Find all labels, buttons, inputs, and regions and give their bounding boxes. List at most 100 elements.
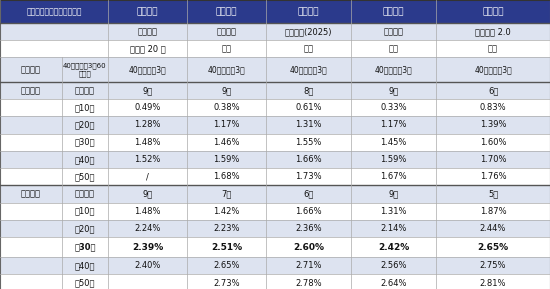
Text: 40岁男，交3年60
岁领取: 40岁男，交3年60 岁领取 — [63, 62, 107, 77]
Text: 1.46%: 1.46% — [213, 138, 240, 147]
Text: 国弘一号: 国弘一号 — [216, 27, 236, 36]
Text: 回本时间: 回本时间 — [75, 190, 95, 199]
Text: 1.67%: 1.67% — [380, 172, 407, 181]
Bar — [0, 237, 62, 257]
Bar — [62, 99, 108, 116]
Bar — [0, 82, 62, 99]
Bar — [0, 0, 108, 23]
Text: 1.66%: 1.66% — [295, 155, 322, 164]
Text: 9年: 9年 — [388, 86, 399, 95]
Bar — [0, 116, 62, 134]
Text: 回本时间: 回本时间 — [75, 86, 95, 95]
Bar — [187, 23, 266, 40]
Text: 1.55%: 1.55% — [295, 138, 321, 147]
Text: 7年: 7年 — [221, 190, 232, 199]
Text: 9年: 9年 — [142, 190, 153, 199]
Text: 1.66%: 1.66% — [295, 207, 322, 216]
Bar — [351, 116, 436, 134]
Bar — [108, 0, 187, 23]
Text: 第20年: 第20年 — [75, 224, 95, 233]
Text: 2.40%: 2.40% — [135, 261, 161, 270]
Bar — [266, 134, 351, 151]
Bar — [436, 257, 550, 275]
Text: 第10年: 第10年 — [75, 207, 95, 216]
Bar — [436, 134, 550, 151]
Text: 1.28%: 1.28% — [134, 121, 161, 129]
Bar — [266, 185, 351, 203]
Text: 1.87%: 1.87% — [480, 207, 507, 216]
Text: 终身: 终身 — [221, 44, 232, 53]
Text: 2.64%: 2.64% — [380, 279, 407, 288]
Bar — [108, 134, 187, 151]
Text: 1.31%: 1.31% — [380, 207, 407, 216]
Bar — [108, 23, 187, 40]
Bar — [266, 116, 351, 134]
Text: 2.56%: 2.56% — [380, 261, 407, 270]
Bar — [266, 82, 351, 99]
Bar — [436, 116, 550, 134]
Text: 1.73%: 1.73% — [295, 172, 322, 181]
Text: 第50年: 第50年 — [75, 279, 95, 288]
Text: 第50年: 第50年 — [75, 172, 95, 181]
Bar — [187, 185, 266, 203]
Text: 终身: 终身 — [303, 44, 313, 53]
Text: 保险公司产品名称保障期限: 保险公司产品名称保障期限 — [26, 7, 82, 16]
Bar — [351, 203, 436, 220]
Text: 第20年: 第20年 — [75, 121, 95, 129]
Bar — [62, 134, 108, 151]
Bar — [266, 220, 351, 237]
Text: 第10年: 第10年 — [75, 103, 95, 112]
Text: 鑫丰世家: 鑫丰世家 — [383, 27, 404, 36]
Text: 中邮人寿: 中邮人寿 — [482, 7, 504, 16]
Text: 2.14%: 2.14% — [381, 224, 406, 233]
Bar — [0, 203, 62, 220]
Bar — [108, 82, 187, 99]
Bar — [266, 40, 351, 57]
Text: 1.60%: 1.60% — [480, 138, 507, 147]
Bar — [187, 40, 266, 57]
Bar — [187, 0, 266, 23]
Text: 1.52%: 1.52% — [135, 155, 161, 164]
Bar — [266, 203, 351, 220]
Text: 1.70%: 1.70% — [480, 155, 507, 164]
Text: 6年: 6年 — [303, 190, 313, 199]
Bar — [108, 203, 187, 220]
Bar — [266, 57, 351, 82]
Bar — [62, 275, 108, 289]
Text: 40岁男，交3年: 40岁男，交3年 — [129, 65, 167, 74]
Bar — [351, 82, 436, 99]
Bar — [62, 168, 108, 185]
Bar — [266, 257, 351, 275]
Bar — [351, 168, 436, 185]
Bar — [0, 185, 62, 203]
Bar — [0, 23, 108, 40]
Bar — [187, 257, 266, 275]
Text: 2.78%: 2.78% — [295, 279, 322, 288]
Bar — [62, 220, 108, 237]
Bar — [436, 168, 550, 185]
Text: 太平人寿: 太平人寿 — [216, 7, 237, 16]
Bar — [266, 275, 351, 289]
Bar — [436, 203, 550, 220]
Bar — [351, 134, 436, 151]
Text: 40岁男，交3年: 40岁男，交3年 — [375, 65, 412, 74]
Bar — [108, 220, 187, 237]
Bar — [266, 0, 351, 23]
Bar — [62, 203, 108, 220]
Bar — [351, 40, 436, 57]
Bar — [0, 257, 62, 275]
Text: 1.48%: 1.48% — [134, 138, 161, 147]
Text: 40岁男，交3年: 40岁男，交3年 — [289, 65, 327, 74]
Bar — [62, 82, 108, 99]
Bar — [187, 168, 266, 185]
Bar — [436, 275, 550, 289]
Bar — [351, 220, 436, 237]
Text: 鑫益丰年: 鑫益丰年 — [138, 27, 158, 36]
Text: 1.59%: 1.59% — [381, 155, 406, 164]
Bar — [0, 134, 62, 151]
Text: 1.48%: 1.48% — [134, 207, 161, 216]
Bar — [0, 220, 62, 237]
Text: 第30年: 第30年 — [74, 243, 96, 252]
Text: 1.68%: 1.68% — [213, 172, 240, 181]
Text: 缴费情况: 缴费情况 — [21, 65, 41, 74]
